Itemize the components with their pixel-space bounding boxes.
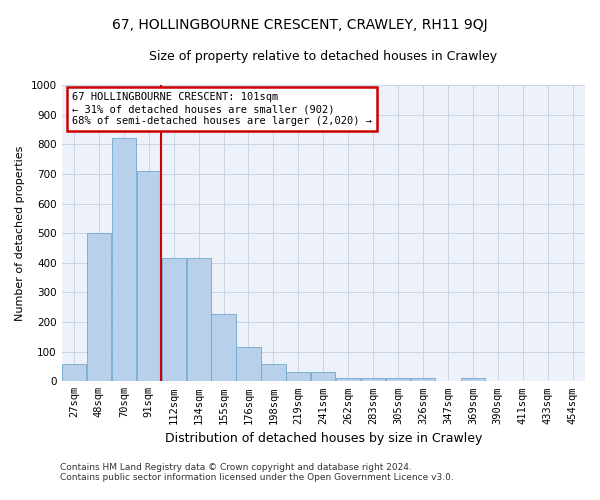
Title: Size of property relative to detached houses in Crawley: Size of property relative to detached ho… [149,50,497,63]
Text: 67 HOLLINGBOURNE CRESCENT: 101sqm
← 31% of detached houses are smaller (902)
68%: 67 HOLLINGBOURNE CRESCENT: 101sqm ← 31% … [72,92,372,126]
Bar [386,378,410,382]
Text: Contains public sector information licensed under the Open Government Licence v3: Contains public sector information licen… [60,473,454,482]
Bar [361,378,385,382]
Bar [286,372,310,382]
Bar [161,258,186,382]
Bar [411,378,435,382]
Bar [461,378,485,382]
Y-axis label: Number of detached properties: Number of detached properties [15,146,25,321]
Bar [311,372,335,382]
Text: Contains HM Land Registry data © Crown copyright and database right 2024.: Contains HM Land Registry data © Crown c… [60,464,412,472]
Bar [87,233,111,382]
Bar [211,314,236,382]
Bar [112,138,136,382]
X-axis label: Distribution of detached houses by size in Crawley: Distribution of detached houses by size … [164,432,482,445]
Bar [336,378,360,382]
Bar [262,364,286,382]
Bar [187,258,211,382]
Text: 67, HOLLINGBOURNE CRESCENT, CRAWLEY, RH11 9QJ: 67, HOLLINGBOURNE CRESCENT, CRAWLEY, RH1… [112,18,488,32]
Bar [137,171,161,382]
Bar [236,347,260,382]
Bar [62,364,86,382]
